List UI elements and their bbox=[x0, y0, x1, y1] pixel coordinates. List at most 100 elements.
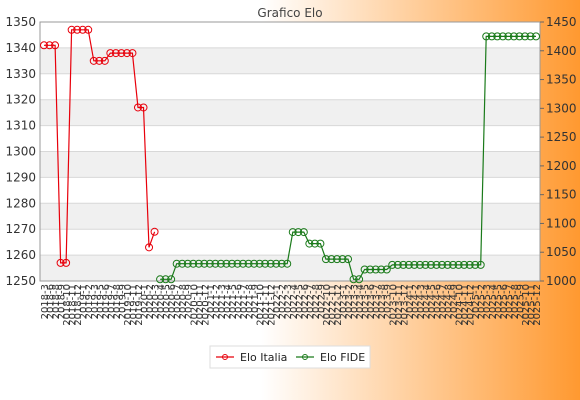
x-tick-label: 2019-10 bbox=[123, 284, 134, 326]
x-tick-label: 2020-3 bbox=[151, 284, 162, 319]
data-point bbox=[532, 32, 540, 41]
x-tick-label: 2024-9 bbox=[449, 284, 460, 319]
x-tick-label: 2025-11 bbox=[526, 284, 537, 326]
left-tick-label: 1270 bbox=[5, 222, 36, 236]
plot-band bbox=[40, 125, 540, 152]
x-tick-label: 2020-12 bbox=[200, 284, 211, 326]
x-tick-label: 2022-9 bbox=[316, 284, 327, 319]
x-tick-label: 2020-2 bbox=[145, 284, 156, 319]
x-tick-label: 2020-8 bbox=[178, 284, 189, 319]
data-point bbox=[205, 259, 214, 268]
data-point bbox=[244, 259, 253, 268]
data-point bbox=[216, 259, 225, 268]
x-tick-label: 2018-12 bbox=[73, 284, 84, 326]
x-tick-label: 2019-2 bbox=[84, 284, 95, 319]
data-point bbox=[78, 25, 87, 34]
x-tick-label: 2023-10 bbox=[388, 284, 399, 326]
x-tick-label: 2018-10 bbox=[62, 284, 73, 326]
x-tick-label: 2025-6 bbox=[499, 284, 510, 319]
x-tick-label: 2022-2 bbox=[278, 284, 289, 319]
data-point bbox=[288, 228, 297, 237]
data-point bbox=[338, 255, 347, 264]
x-tick-label: 2024-8 bbox=[444, 284, 455, 319]
plot-band bbox=[40, 22, 540, 48]
data-point bbox=[40, 41, 48, 50]
x-tick-label: 2019-7 bbox=[106, 284, 117, 319]
x-tick-label: 2022-5 bbox=[294, 284, 305, 319]
legend-marker bbox=[222, 354, 228, 360]
plot-frame bbox=[39, 21, 541, 282]
data-point bbox=[316, 239, 325, 248]
data-point bbox=[283, 259, 292, 268]
data-point bbox=[299, 228, 308, 237]
x-tick-label: 2021-5 bbox=[228, 284, 239, 319]
x-tick-label: 2020-4 bbox=[156, 284, 167, 319]
x-tick-label: 2024-1 bbox=[405, 284, 416, 319]
data-point bbox=[377, 265, 386, 274]
x-tick-label: 2023-3 bbox=[350, 284, 361, 319]
x-tick-label: 2021-9 bbox=[250, 284, 261, 319]
x-tick-label: 2018-9 bbox=[57, 284, 68, 319]
data-point bbox=[261, 259, 270, 268]
data-point bbox=[454, 260, 463, 269]
right-tick-label: 1300 bbox=[546, 101, 577, 115]
x-tick-label: 2021-1 bbox=[206, 284, 217, 319]
left-tick-label: 1280 bbox=[5, 196, 36, 210]
data-point bbox=[371, 265, 380, 274]
x-tick-label: 2024-12 bbox=[466, 284, 477, 326]
x-tick-label: 2024-10 bbox=[455, 284, 466, 326]
x-tick-label: 2021-7 bbox=[239, 284, 250, 319]
data-point bbox=[487, 32, 496, 41]
right-tick-label: 1100 bbox=[546, 216, 577, 230]
data-point bbox=[498, 32, 507, 41]
legend-marker bbox=[302, 354, 308, 360]
data-point bbox=[189, 259, 198, 268]
left-tick-label: 1250 bbox=[5, 274, 36, 288]
x-tick-label: 2021-10 bbox=[256, 284, 267, 326]
plot-band bbox=[40, 203, 540, 230]
data-point bbox=[321, 255, 330, 264]
series-points bbox=[40, 25, 540, 284]
data-point bbox=[504, 32, 513, 41]
legend: Elo Italia Elo FIDE bbox=[209, 345, 371, 369]
data-point bbox=[145, 243, 154, 252]
data-point bbox=[84, 25, 93, 34]
x-tick-label: 2023-7 bbox=[372, 284, 383, 319]
x-tick-label: 2019-12 bbox=[134, 284, 145, 326]
data-point bbox=[294, 228, 303, 237]
data-point bbox=[222, 259, 231, 268]
x-tick-label: 2024-11 bbox=[460, 284, 471, 326]
x-tick-label: 2019-1 bbox=[79, 284, 90, 319]
data-point bbox=[62, 258, 71, 267]
data-point bbox=[449, 260, 458, 269]
right-tick-label: 1350 bbox=[546, 73, 577, 87]
data-point bbox=[515, 32, 524, 41]
data-point bbox=[95, 56, 104, 65]
x-tick-label: 2025-8 bbox=[510, 284, 521, 319]
data-point bbox=[471, 260, 480, 269]
data-point bbox=[426, 260, 435, 269]
right-tick-label: 1050 bbox=[546, 245, 577, 259]
data-point bbox=[415, 260, 424, 269]
data-point bbox=[156, 275, 165, 284]
data-point bbox=[51, 41, 60, 50]
x-tick-label: 2024-6 bbox=[432, 284, 443, 319]
data-point bbox=[332, 255, 341, 264]
data-point bbox=[382, 265, 391, 274]
legend-box bbox=[209, 345, 371, 369]
data-point bbox=[128, 49, 137, 58]
data-point bbox=[100, 56, 109, 65]
data-point bbox=[399, 260, 408, 269]
x-tick-label: 2025-10 bbox=[521, 284, 532, 326]
data-point bbox=[349, 275, 358, 284]
plot-band bbox=[40, 73, 540, 100]
x-tick-label: 2024-4 bbox=[421, 284, 432, 319]
data-point bbox=[89, 56, 98, 65]
legend-label: Elo Italia bbox=[240, 351, 287, 364]
data-point bbox=[133, 103, 142, 112]
data-point bbox=[310, 239, 319, 248]
x-tick-label: 2021-8 bbox=[245, 284, 256, 319]
data-point bbox=[122, 49, 131, 58]
plot-bands bbox=[40, 22, 540, 281]
x-tick-label: 2025-7 bbox=[504, 284, 515, 319]
